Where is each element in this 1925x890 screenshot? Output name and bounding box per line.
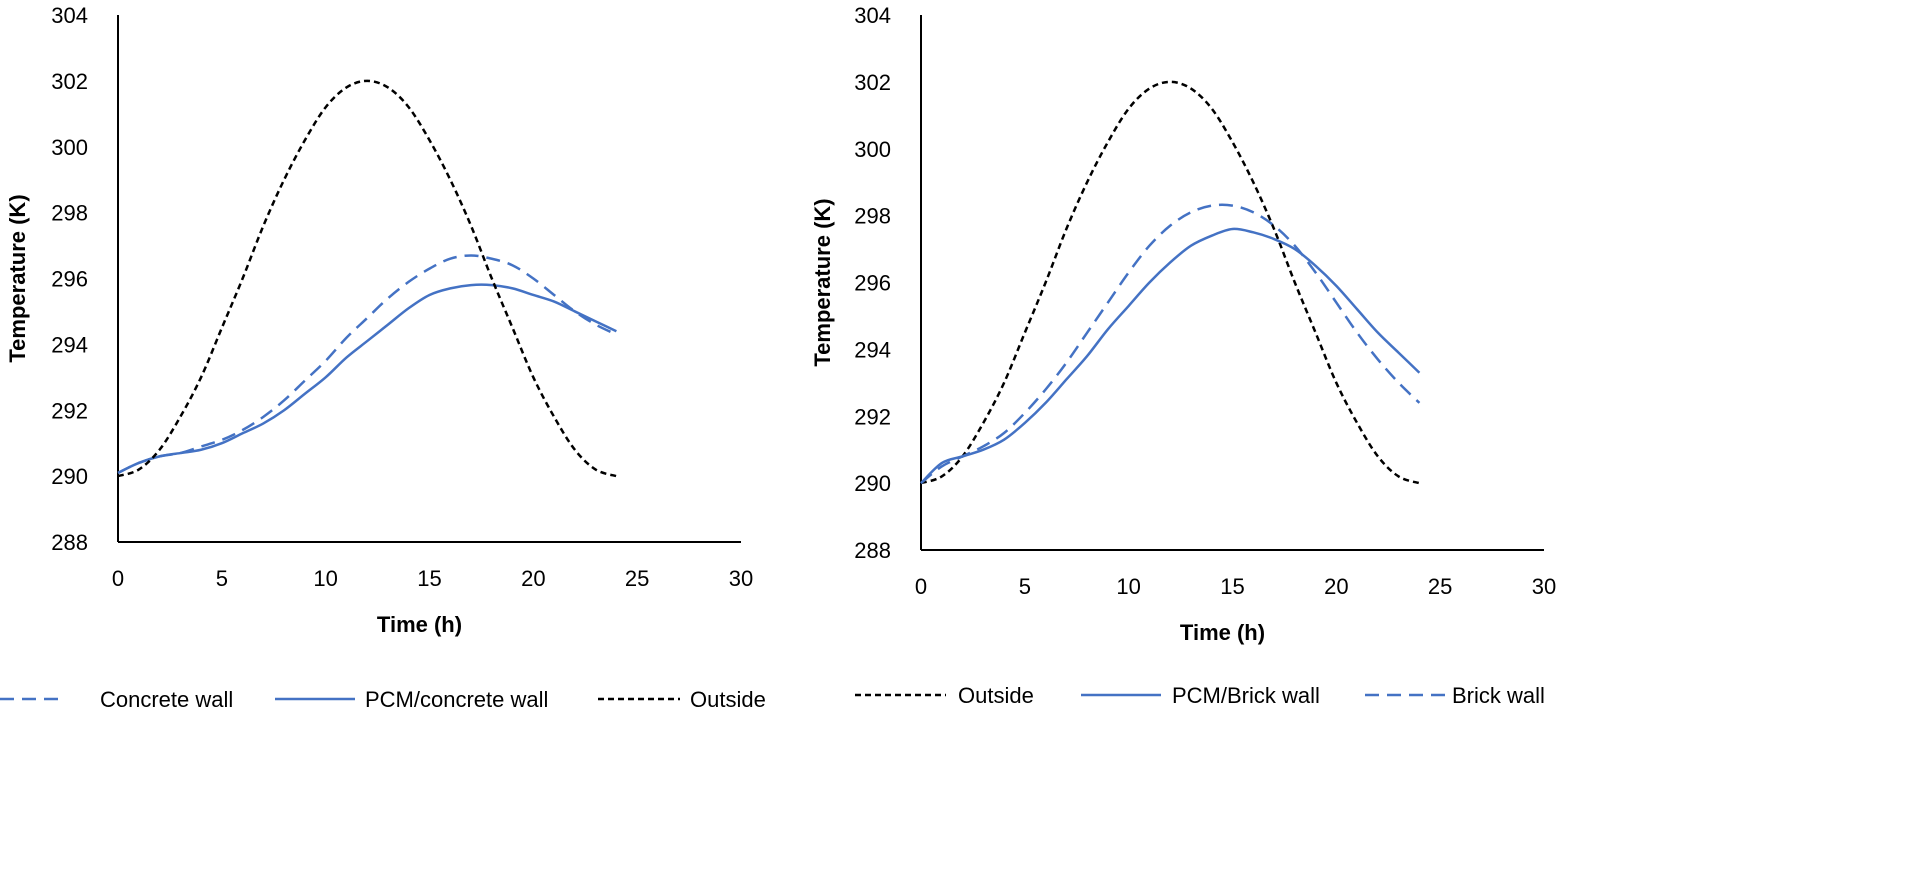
legend: Concrete wall PCM/concrete wall Outside [0,687,766,712]
y-tick-label: 294 [51,332,88,357]
x-tick-label: 10 [313,566,337,591]
legend: Outside PCM/Brick wall Brick wall [855,683,1545,708]
x-tick-label: 15 [1220,574,1244,599]
y-tick-label: 304 [51,3,88,28]
legend-label-brick-wall: Brick wall [1452,683,1545,708]
x-tick-label: 0 [915,574,927,599]
x-tick-label: 5 [1019,574,1031,599]
legend-label-outside: Outside [690,687,766,712]
y-tick-label: 296 [854,271,891,296]
y-tick-label: 302 [51,69,88,94]
y-axis-title: Temperature (K) [810,198,835,366]
x-tick-label: 30 [729,566,753,591]
x-tick-label: 20 [521,566,545,591]
y-tick-label: 290 [51,464,88,489]
y-tick-label: 288 [51,530,88,555]
legend-label-outside: Outside [958,683,1034,708]
y-tick-label: 290 [854,471,891,496]
x-axis-title: Time (h) [1180,620,1265,645]
chart-1: 288 290 292 294 296 298 300 302 304 0 5 10 15 20 25 30 T… [0,3,766,712]
y-tick-label: 302 [854,70,891,95]
y-tick-label: 298 [51,201,88,226]
series-line-outside [117,79,617,478]
y-tick-label: 304 [854,3,891,28]
legend-label-pcm-brick-wall: PCM/Brick wall [1172,683,1320,708]
x-tick-label: 10 [1116,574,1140,599]
x-axis-title: Time (h) [377,612,462,637]
x-tick-label: 25 [625,566,649,591]
series-line-brick-wall [920,203,1421,485]
x-tick-label: 5 [216,566,228,591]
x-tick-label: 20 [1324,574,1348,599]
y-tick-label: 298 [854,204,891,229]
y-tick-label: 288 [854,538,891,563]
y-tick-label: 300 [51,135,88,160]
x-tick-label: 30 [1532,574,1556,599]
x-tick-label: 25 [1428,574,1452,599]
y-axis-title: Temperature (K) [5,194,30,362]
series-line-outside [920,80,1420,485]
series-line-pcm-concrete-wall [117,283,617,474]
series-line-pcm-brick-wall [920,227,1421,485]
x-tick-label: 0 [112,566,124,591]
y-tick-label: 294 [854,337,891,362]
legend-label-concrete-wall: Concrete wall [100,687,233,712]
series-line-concrete-wall [117,254,617,474]
y-tick-label: 296 [51,267,88,292]
y-tick-label: 292 [854,404,891,429]
y-tick-label: 292 [51,398,88,423]
chart-2: 288 290 292 294 296 298 300 302 304 0 5 10 15 20 25 30 T… [810,3,1556,708]
y-tick-label: 300 [854,137,891,162]
x-tick-label: 15 [417,566,441,591]
legend-label-pcm-concrete-wall: PCM/concrete wall [365,687,548,712]
